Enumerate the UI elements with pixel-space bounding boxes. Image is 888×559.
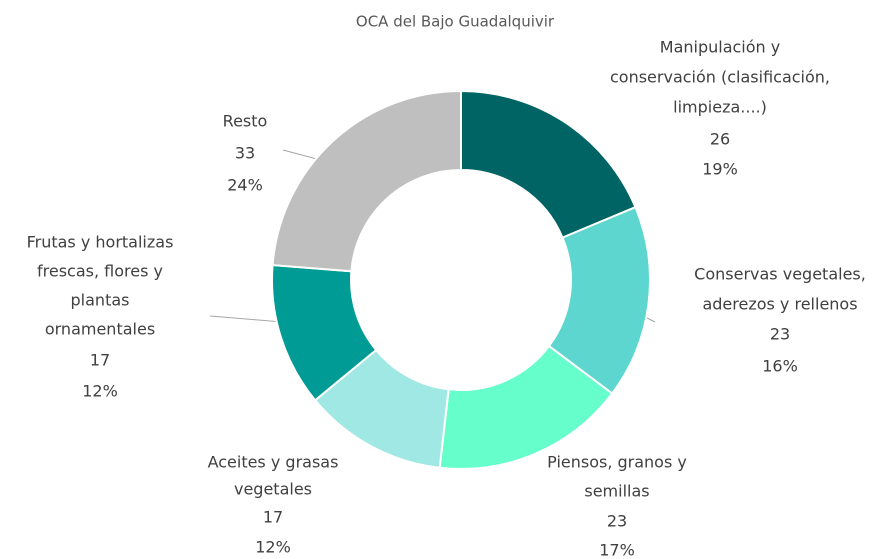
percent-label: 16% xyxy=(762,357,798,376)
chart-title: OCA del Bajo Guadalquivir xyxy=(356,13,555,31)
slice-label: frescas, flores y xyxy=(37,262,163,281)
value-label: 33 xyxy=(235,144,255,163)
slice-label: Aceites y grasas xyxy=(208,453,339,472)
percent-label: 19% xyxy=(702,160,738,179)
slice-label: Resto xyxy=(223,112,268,131)
value-label: 17 xyxy=(263,508,283,527)
value-label: 17 xyxy=(90,351,110,370)
slice-label: Piensos, granos y xyxy=(547,453,687,472)
slice-label: ornamentales xyxy=(45,320,155,339)
percent-label: 12% xyxy=(82,382,118,401)
percent-label: 24% xyxy=(227,176,263,195)
slice-label: conservación (clasificación, xyxy=(610,68,830,87)
slice-label: Manipulación y xyxy=(660,38,780,57)
slice-label: aderezos y rellenos xyxy=(702,295,857,314)
slice-label: Conservas vegetales, xyxy=(694,265,866,284)
value-label: 23 xyxy=(770,325,790,344)
value-label: 26 xyxy=(710,130,730,149)
slice-label: limpieza....) xyxy=(673,98,767,117)
donut-slice xyxy=(271,89,462,273)
slice-label: Frutas y hortalizas xyxy=(27,233,174,252)
donut-slice xyxy=(460,89,637,239)
percent-label: 12% xyxy=(255,538,291,557)
percent-label: 17% xyxy=(599,541,635,559)
slice-label: vegetales xyxy=(234,480,312,499)
slice-label: plantas xyxy=(71,291,130,310)
value-label: 23 xyxy=(607,512,627,531)
slice-label: semillas xyxy=(584,482,649,501)
